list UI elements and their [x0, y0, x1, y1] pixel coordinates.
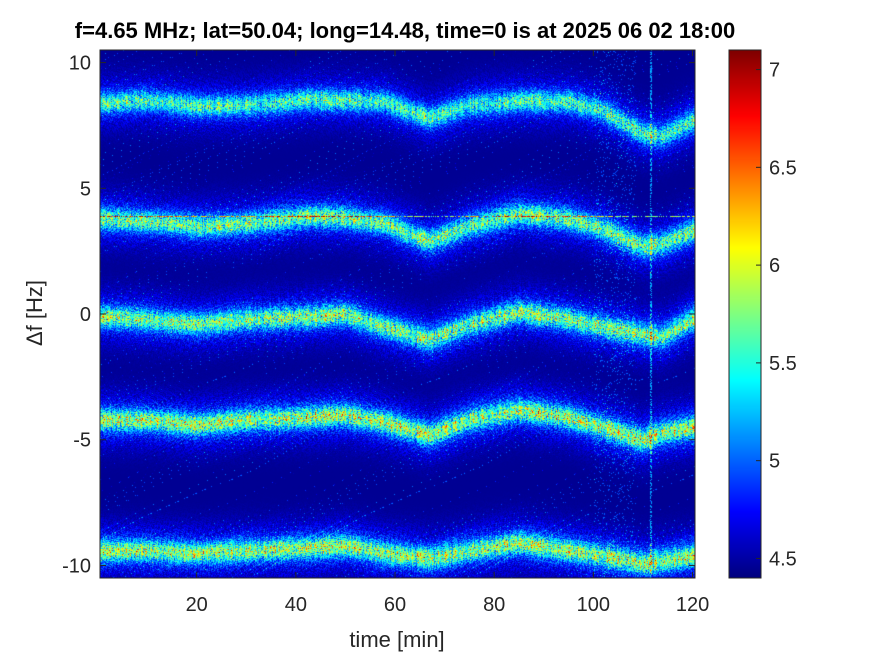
spectrogram-heatmap — [100, 50, 695, 578]
colorbar-tick-label: 6.5 — [769, 157, 797, 179]
x-tick-label: 20 — [186, 594, 208, 616]
x-tick-label: 60 — [384, 594, 406, 616]
colorbar-tick-label: 7 — [769, 60, 780, 82]
colorbar-tick-label: 6 — [769, 255, 780, 277]
colorbar-ticks: 4.5 5 5.5 6 6.5 7 — [756, 60, 797, 570]
y-axis-label: Δf [Hz] — [22, 280, 47, 346]
spectrogram-plot-area — [99, 49, 696, 579]
x-tick-label: 80 — [483, 594, 505, 616]
x-tick-label: 120 — [676, 594, 709, 616]
spectrogram-canvas — [100, 50, 695, 578]
colorbar-frame — [728, 49, 762, 579]
plot-title: f=4.65 MHz; lat=50.04; long=14.48, time=… — [75, 18, 735, 43]
x-axis: 20 40 60 80 100 120 — [186, 50, 709, 616]
y-tick-label: 0 — [80, 304, 91, 326]
y-tick-label: -10 — [62, 555, 91, 577]
colorbar-tick-label: 5 — [769, 451, 780, 473]
y-axis: -10 -5 0 5 10 — [62, 53, 695, 577]
colorbar-tick-label: 5.5 — [769, 353, 797, 375]
y-tick-label: 10 — [69, 53, 91, 75]
x-axis-label: time [min] — [349, 627, 444, 652]
x-tick-label: 100 — [577, 594, 610, 616]
y-tick-label: 5 — [80, 178, 91, 200]
x-tick-label: 40 — [285, 594, 307, 616]
colorbar-canvas — [729, 50, 761, 578]
colorbar-gradient — [729, 50, 761, 578]
colorbar-tick-label: 4.5 — [769, 548, 797, 570]
y-tick-label: -5 — [73, 430, 91, 452]
colorbar: 4.5 5 5.5 6 6.5 7 — [728, 49, 797, 579]
